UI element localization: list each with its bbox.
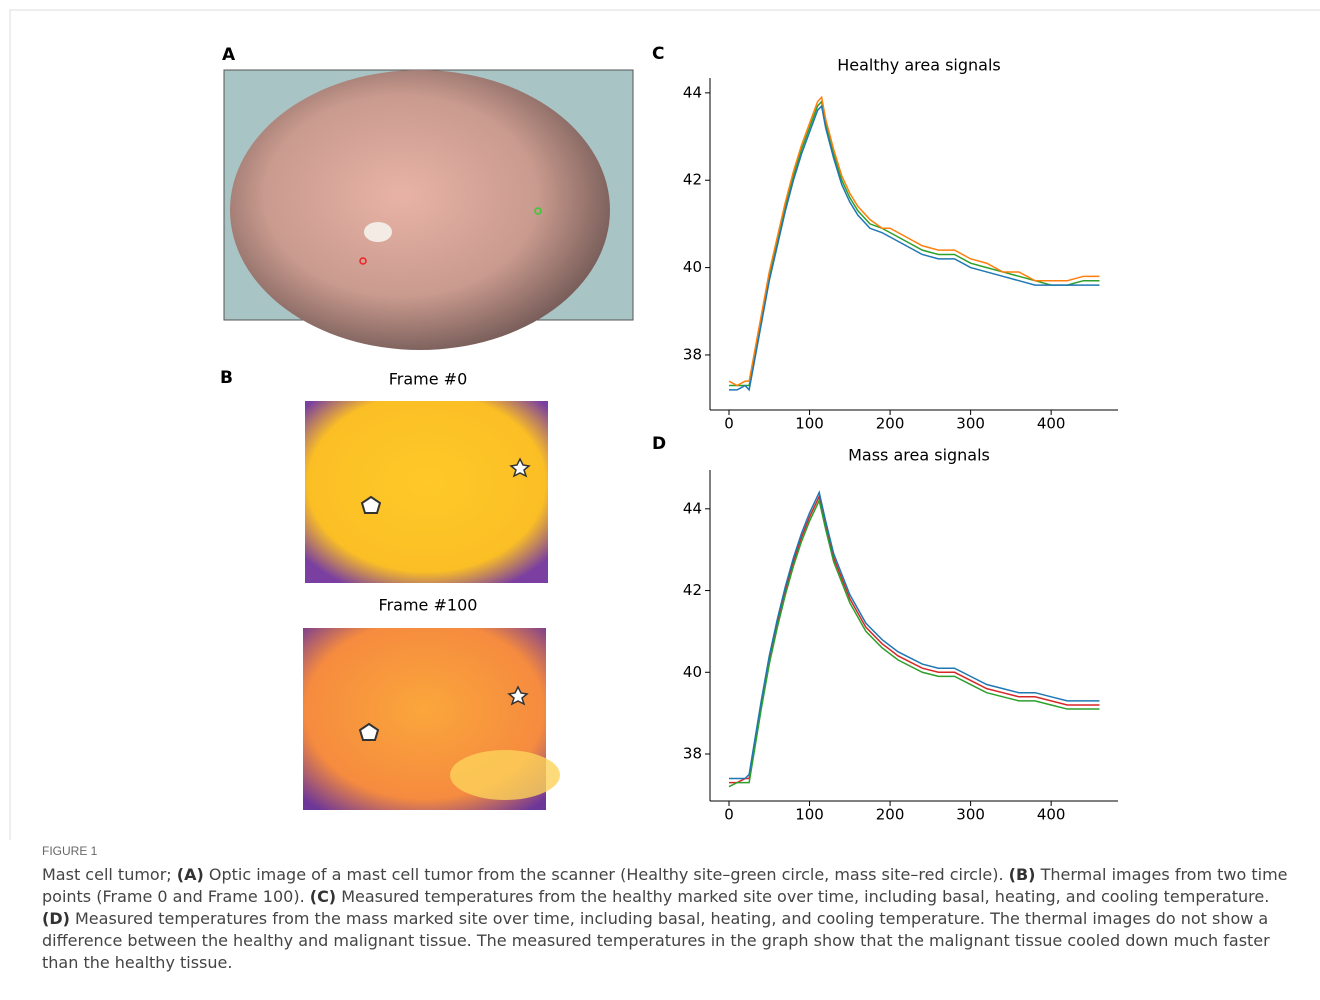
caption-text: (A) [176,865,204,884]
caption-text: Optic image of a mast cell tumor from th… [203,865,1009,884]
caption-text: Measured temperatures from the mass mark… [42,909,1270,972]
pentagon-marker [358,722,380,741]
x-tick-label: 300 [956,806,985,824]
mass-marker [359,257,367,265]
y-tick-label: 40 [683,663,702,681]
pentagon-marker [360,495,382,514]
panel-label: D [652,434,666,454]
caption: Mast cell tumor; (A) Optic image of a ma… [42,864,1302,974]
y-tick-label: 42 [683,171,702,189]
caption-text: (B) [1008,865,1036,884]
y-tick-label: 44 [683,499,702,517]
caption-text: (D) [42,909,70,928]
caption-label: FIGURE 1 [42,844,98,858]
frame-label: Frame #0 [389,370,468,389]
x-tick-label: 400 [1037,415,1066,433]
panel-label: A [222,45,236,65]
caption-text: Mast cell tumor; [42,865,177,884]
mass [364,222,392,242]
panel-label: C [652,44,664,64]
signal-line [729,490,1100,780]
y-tick-label: 44 [683,83,702,101]
chart-title: Healthy area signals [837,56,1001,75]
signal-line [729,494,1100,784]
y-tick-label: 40 [683,258,702,276]
signal-line [728,95,1100,387]
y-tick-label: 38 [683,345,702,363]
x-tick-label: 200 [876,806,905,824]
frame-label: Frame #100 [379,596,478,615]
signal-line [729,99,1100,387]
x-tick-label: 0 [724,806,734,824]
healthy-marker [534,207,542,215]
frame [9,9,1320,840]
x-tick-label: 100 [795,806,824,824]
chart-title: Mass area signals [848,446,990,465]
panel-label: B [220,368,233,388]
star-marker [507,685,529,706]
warm-area [450,750,560,800]
y-tick-label: 42 [683,581,702,599]
y-tick-label: 38 [683,745,702,763]
x-tick-label: 200 [876,415,905,433]
thermal-image [305,401,548,583]
signal-line [729,104,1100,392]
figure: A B Frame #0 Frame #100 C Healthy area si… [9,9,1320,840]
x-tick-label: 300 [956,415,985,433]
star-marker [509,457,531,478]
signal-line [728,498,1100,788]
x-tick-label: 400 [1037,806,1066,824]
caption-text: Measured temperatures from the healthy m… [336,887,1270,906]
x-tick-label: 0 [724,415,734,433]
caption-text: (C) [309,887,337,906]
caption-text: Thermal images from two time points (Fra… [42,865,1288,906]
x-tick-label: 100 [795,415,824,433]
skin [230,70,610,350]
